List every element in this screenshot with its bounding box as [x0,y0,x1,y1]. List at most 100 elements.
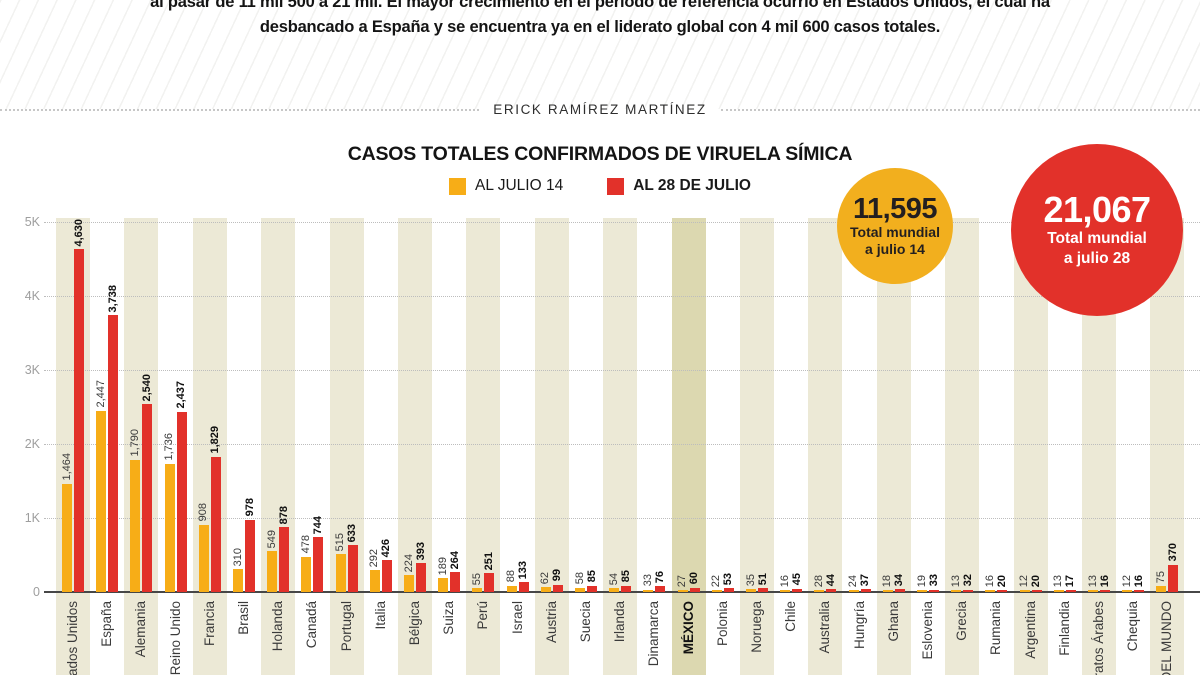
country-label: Finlandia [1056,601,1072,656]
bar-jul28 [1168,564,1179,592]
value-label-jul28: 3,738 [106,284,119,313]
country-label: MÉXICO [680,601,696,655]
bar-jul28 [1100,590,1110,592]
country-label: Reino Unido [167,601,183,675]
value-label-jul28: 20 [1030,574,1043,587]
bar-jul28 [621,585,632,592]
bar-jul28 [929,589,939,592]
value-label-jul14: 13 [949,574,962,587]
gridline [44,222,1200,223]
bar-jul28 [826,588,837,592]
bar-jul28 [313,536,324,592]
country-label: Dinamarca [646,601,662,667]
country-label: Polonia [714,601,730,647]
byline: ERICK RAMÍREZ MARTÍNEZ [493,102,707,117]
bar-jul14 [746,589,756,592]
country-label: Eslovenia [920,601,935,660]
country-label: Estados Unidos [65,601,80,675]
value-label-jul28: 32 [961,574,974,587]
value-label-jul28: 370 [1166,543,1179,562]
value-label-jul28: 2,540 [140,373,153,402]
bar-jul28 [381,560,392,592]
bar-jul14 [540,587,551,592]
bar-jul14 [301,556,312,592]
value-label-jul28: 20 [995,574,1008,587]
bar-jul14 [369,570,380,592]
bar-jul14 [917,590,927,592]
legend-label-jul28: AL 28 DE JULIO [633,177,751,194]
bg-stripe [1150,218,1185,675]
bar-jul14 [1122,590,1133,592]
value-label-jul28: 878 [277,505,290,525]
y-axis-tick: 2K [24,437,40,451]
bg-stripe [466,218,501,675]
country-label: Ghana [885,601,901,642]
value-label-jul28: 44 [824,573,837,586]
bar-jul28 [552,584,563,592]
dotted-rule-left [0,108,480,111]
country-label: Francia [201,601,217,647]
bg-stripe [261,218,296,675]
bar-jul28 [518,582,529,592]
country-label: Grecia [954,601,970,641]
bar-jul28 [758,588,768,592]
bar-jul28 [108,315,119,592]
bar-jul28 [894,589,905,592]
legend-item-jul28: AL 28 DE JULIO [607,177,751,195]
bar-jul14 [882,590,893,592]
y-axis-tick: 3K [24,363,40,377]
bar-jul14 [575,587,585,592]
country-label: Chequia [1125,601,1141,652]
y-axis-tick: 0 [33,585,40,599]
bar-jul14 [130,459,141,592]
value-label-jul14: 2,447 [94,380,107,408]
total-caption-jul14-line2: a julio 14 [865,241,925,258]
country-label: Italia [372,601,388,630]
country-label: Noruega [749,601,764,653]
legend: AL JULIO 14 AL 28 DE JULIO [0,177,1200,195]
total-caption-jul28-line2: a julio 28 [1063,249,1131,267]
bar-jul28 [655,586,666,592]
country-label: España [99,601,115,647]
bg-stripe-highlight [671,218,706,675]
value-label-jul14: 908 [197,503,210,522]
bar-jul14 [96,410,107,592]
dotted-rule-right [720,108,1200,111]
bar-jul28 [963,589,974,592]
bar-jul14 [506,585,517,592]
y-axis-tick: 5K [24,215,40,229]
bar-jul28 [210,456,221,592]
value-label-jul14: 310 [231,547,244,567]
intro-line-2: desbancado a España y se encuentra ya en… [259,18,941,36]
bar-jul14 [62,483,72,592]
country-label: Austria [543,601,559,644]
bg-stripe [192,218,227,675]
bar-jul28 [347,545,358,592]
value-label-jul14: 16 [778,574,791,587]
country-label: Suecia [578,601,593,643]
total-caption-jul14-line1: Total mundial [850,224,940,241]
bar-jul14 [1019,590,1030,592]
legend-swatch-jul28-icon [607,177,625,195]
bg-stripe [56,218,90,675]
bar-jul14 [164,463,175,592]
country-label: Bélgica [407,601,422,646]
legend-item-jul14: AL JULIO 14 [449,177,563,195]
country-label: Suiza [441,601,457,635]
value-label-jul28: 393 [414,541,427,560]
value-label-jul28: 978 [243,498,256,517]
value-label-jul28: 53 [722,572,735,586]
bar-jul14 [267,551,278,592]
value-label-jul28: 33 [927,574,940,587]
bar-jul28 [587,585,597,592]
bar-jul14 [609,588,620,592]
country-label: Israel [509,601,525,635]
value-label-jul14: 1,464 [60,453,73,481]
bar-jul28 [860,589,871,592]
bar-jul28 [74,249,84,592]
bar-jul14 [198,524,209,592]
bar-jul28 [245,519,255,592]
value-label-jul14: 1,790 [128,429,141,457]
bg-stripe [603,218,638,675]
